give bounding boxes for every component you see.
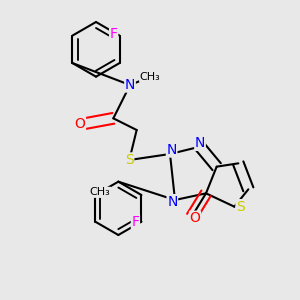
Text: O: O [190,211,200,225]
Text: N: N [167,143,177,157]
Text: S: S [125,153,134,167]
Text: O: O [75,117,86,131]
Text: N: N [167,195,178,209]
Text: CH₃: CH₃ [90,187,111,197]
Text: CH₃: CH₃ [140,72,160,82]
Text: S: S [236,200,245,214]
Text: N: N [125,78,135,92]
Text: F: F [131,215,140,229]
Text: N: N [195,136,205,150]
Text: F: F [110,27,118,41]
